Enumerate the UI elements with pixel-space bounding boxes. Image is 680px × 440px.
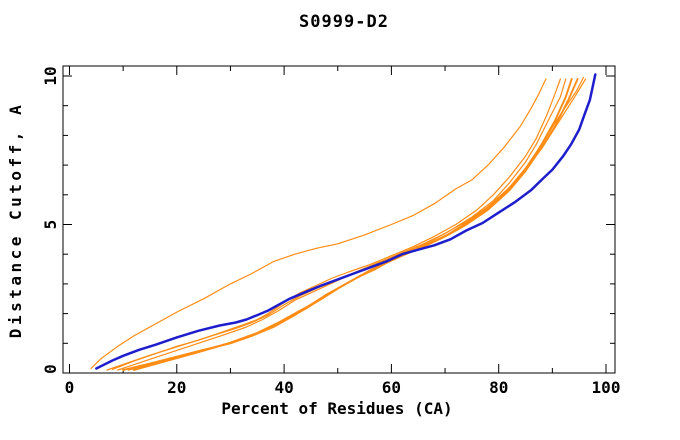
axis-ticks <box>63 66 615 374</box>
curve-orange-model-7 <box>106 76 585 371</box>
curve-orange-model-3 <box>117 78 567 371</box>
y-tick-label: 5 <box>41 220 60 230</box>
x-tick-label: 100 <box>592 378 621 397</box>
x-axis-label: Percent of Residues (CA) <box>221 399 452 418</box>
curve-orange-model-6 <box>127 78 587 371</box>
curve-orange-model-5 <box>132 78 579 371</box>
x-tick-label: 40 <box>274 378 293 397</box>
curve-blue-model <box>95 73 597 370</box>
data-series <box>90 73 597 371</box>
curve-orange-model-1 <box>90 78 547 370</box>
x-tick-label: 80 <box>489 378 508 397</box>
y-tick-label: 0 <box>41 364 60 374</box>
x-tick-label: 60 <box>382 378 401 397</box>
tick-labels: 0 20 40 60 80 100 0 5 10 <box>41 66 620 397</box>
y-axis-label: Distance Cutoff, A <box>6 102 25 338</box>
curve-orange-model-2 <box>111 78 562 370</box>
x-tick-label: 20 <box>167 378 186 397</box>
chart-title: S0999-D2 <box>299 12 389 32</box>
y-tick-label: 10 <box>41 66 60 85</box>
curve-orange-model-4 <box>122 78 573 371</box>
plot-frame <box>62 65 616 374</box>
x-tick-label: 0 <box>65 378 75 397</box>
